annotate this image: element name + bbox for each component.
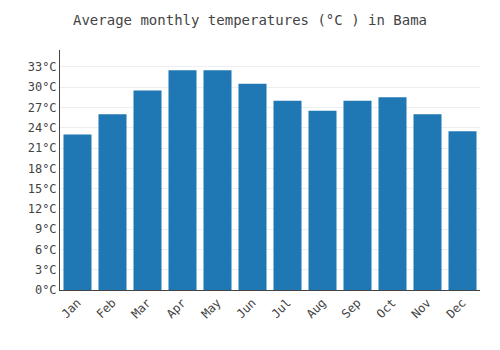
svg-text:Jul: Jul bbox=[269, 296, 294, 321]
svg-text:Aug: Aug bbox=[304, 296, 329, 321]
svg-text:30°C: 30°C bbox=[28, 80, 57, 94]
svg-text:Sep: Sep bbox=[339, 296, 364, 321]
svg-text:12°C: 12°C bbox=[28, 202, 57, 216]
svg-text:Apr: Apr bbox=[164, 296, 189, 321]
svg-text:33°C: 33°C bbox=[28, 60, 57, 74]
svg-text:9°C: 9°C bbox=[35, 222, 57, 236]
svg-text:21°C: 21°C bbox=[28, 141, 57, 155]
svg-text:Average monthly temperatures (: Average monthly temperatures (°C ) in Ba… bbox=[73, 12, 427, 28]
svg-text:Dec: Dec bbox=[444, 296, 469, 321]
svg-text:May: May bbox=[199, 296, 224, 321]
svg-text:6°C: 6°C bbox=[35, 243, 57, 257]
svg-text:Nov: Nov bbox=[409, 296, 434, 321]
svg-text:24°C: 24°C bbox=[28, 121, 57, 135]
svg-text:0°C: 0°C bbox=[35, 283, 57, 297]
svg-text:18°C: 18°C bbox=[28, 162, 57, 176]
svg-text:Mar: Mar bbox=[129, 296, 154, 321]
svg-text:3°C: 3°C bbox=[35, 263, 57, 277]
svg-text:Jun: Jun bbox=[234, 296, 259, 321]
svg-text:Oct: Oct bbox=[374, 296, 399, 321]
svg-text:27°C: 27°C bbox=[28, 101, 57, 115]
svg-text:Feb: Feb bbox=[94, 296, 119, 321]
svg-text:15°C: 15°C bbox=[28, 182, 57, 196]
svg-text:Jan: Jan bbox=[59, 296, 84, 321]
